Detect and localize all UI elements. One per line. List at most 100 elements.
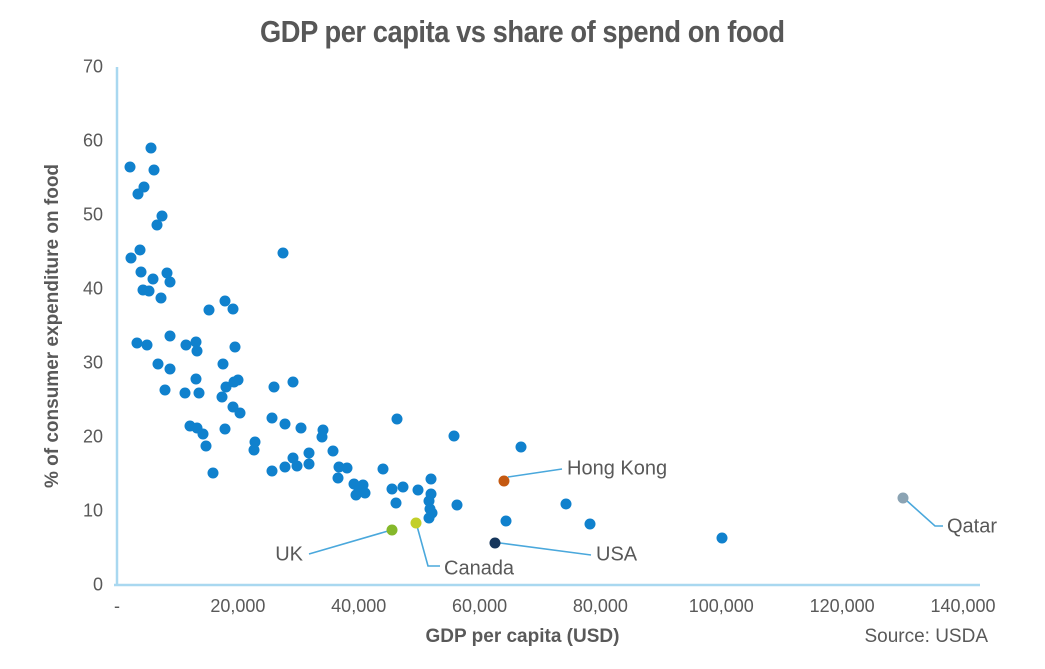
data-point: [287, 376, 299, 387]
data-point: [249, 436, 261, 448]
data-point: [220, 381, 232, 393]
data-point: [147, 273, 159, 285]
data-point: [193, 387, 205, 399]
data-point: [390, 497, 402, 509]
data-point: [164, 330, 176, 342]
annotation-dot-usa: [489, 537, 501, 549]
x-tick-label-60000: 60,000: [452, 596, 508, 616]
data-point: [229, 341, 241, 353]
data-point: [217, 358, 229, 370]
data-point: [391, 413, 403, 425]
data-point: [291, 460, 303, 472]
data-point: [207, 467, 219, 479]
data-point: [135, 266, 147, 278]
annotation-dot-uk: [386, 524, 398, 535]
x-tick-label-20000: 20,000: [210, 596, 266, 616]
data-point: [219, 423, 231, 435]
data-point: [332, 472, 344, 484]
data-point: [164, 276, 176, 288]
data-point: [132, 188, 144, 200]
data-point: [156, 210, 168, 222]
data-point: [716, 532, 728, 544]
y-tick-label-10: 10: [82, 500, 103, 521]
data-point: [152, 358, 164, 370]
source-label: Source: USDA: [864, 626, 988, 647]
data-point: [145, 142, 157, 154]
data-point: [161, 267, 173, 279]
data-point: [397, 481, 409, 493]
y-tick-label-20: 20: [82, 426, 103, 447]
y-tick-label-30: 30: [82, 352, 103, 373]
data-point: [279, 461, 291, 473]
annotation-label-usa: USA: [596, 543, 638, 566]
x-tick-label-80000: 80,000: [572, 596, 628, 616]
data-point: [148, 164, 160, 176]
data-point: [333, 461, 345, 473]
data-point: [500, 515, 512, 527]
x-tick-label-40000: 40,000: [331, 596, 387, 616]
leader-line-hong-kong: [507, 468, 563, 478]
data-point: [266, 465, 278, 477]
data-point: [159, 384, 171, 396]
data-point: [155, 292, 166, 304]
y-tick-label-70: 70: [82, 56, 103, 77]
data-point: [316, 431, 328, 443]
data-point: [151, 219, 163, 231]
data-point: [203, 304, 215, 316]
data-point: [341, 462, 353, 474]
data-point: [191, 422, 203, 434]
data-point: [348, 478, 360, 490]
annotation-dot-canada: [410, 517, 422, 529]
data-point: [227, 401, 239, 413]
data-point: [164, 363, 176, 375]
data-point: [216, 391, 228, 403]
data-point: [227, 303, 239, 315]
data-point: [377, 463, 389, 475]
data-point: [268, 381, 280, 393]
data-point: [317, 424, 329, 436]
data-point: [180, 339, 192, 351]
data-point: [124, 161, 136, 173]
data-point: [327, 445, 339, 457]
y-tick-label-0: 0: [92, 574, 103, 595]
data-point: [359, 487, 371, 499]
data-point: [190, 373, 202, 385]
leader-line-canada: [416, 525, 440, 567]
data-point: [219, 295, 231, 307]
data-point: [357, 479, 369, 491]
data-point: [350, 489, 362, 501]
data-point: [138, 181, 150, 193]
data-point: [451, 499, 463, 511]
data-point: [277, 247, 289, 259]
data-point: [200, 440, 212, 452]
data-point: [515, 441, 527, 453]
data-point: [248, 444, 260, 456]
x-tick-label-140000: 140,000: [930, 596, 996, 616]
annotation-dot-hong-kong: [498, 475, 510, 487]
data-point: [423, 495, 435, 507]
leader-line-uk: [308, 530, 389, 555]
x-axis-title: GDP per capita (USD): [425, 626, 620, 647]
data-point: [412, 484, 424, 496]
x-tick-label-120000: 120,000: [809, 596, 875, 616]
data-point: [448, 430, 460, 442]
data-point: [287, 452, 299, 464]
annotation-dot-qatar: [897, 492, 909, 504]
data-point: [131, 337, 143, 349]
data-point: [143, 285, 155, 297]
leader-line-usa: [499, 542, 592, 556]
annotation-label-canada: Canada: [444, 557, 515, 580]
data-point: [560, 498, 572, 510]
chart-title: GDP per capita vs share of spend on food: [260, 14, 785, 49]
data-point: [134, 244, 146, 256]
annotation-label-uk: UK: [275, 543, 303, 566]
data-point: [266, 412, 278, 424]
data-point: [303, 447, 315, 459]
data-point: [190, 336, 202, 348]
data-point: [125, 252, 137, 264]
y-tick-label-40: 40: [82, 278, 103, 299]
data-point: [303, 458, 315, 470]
data-point: [279, 418, 291, 430]
